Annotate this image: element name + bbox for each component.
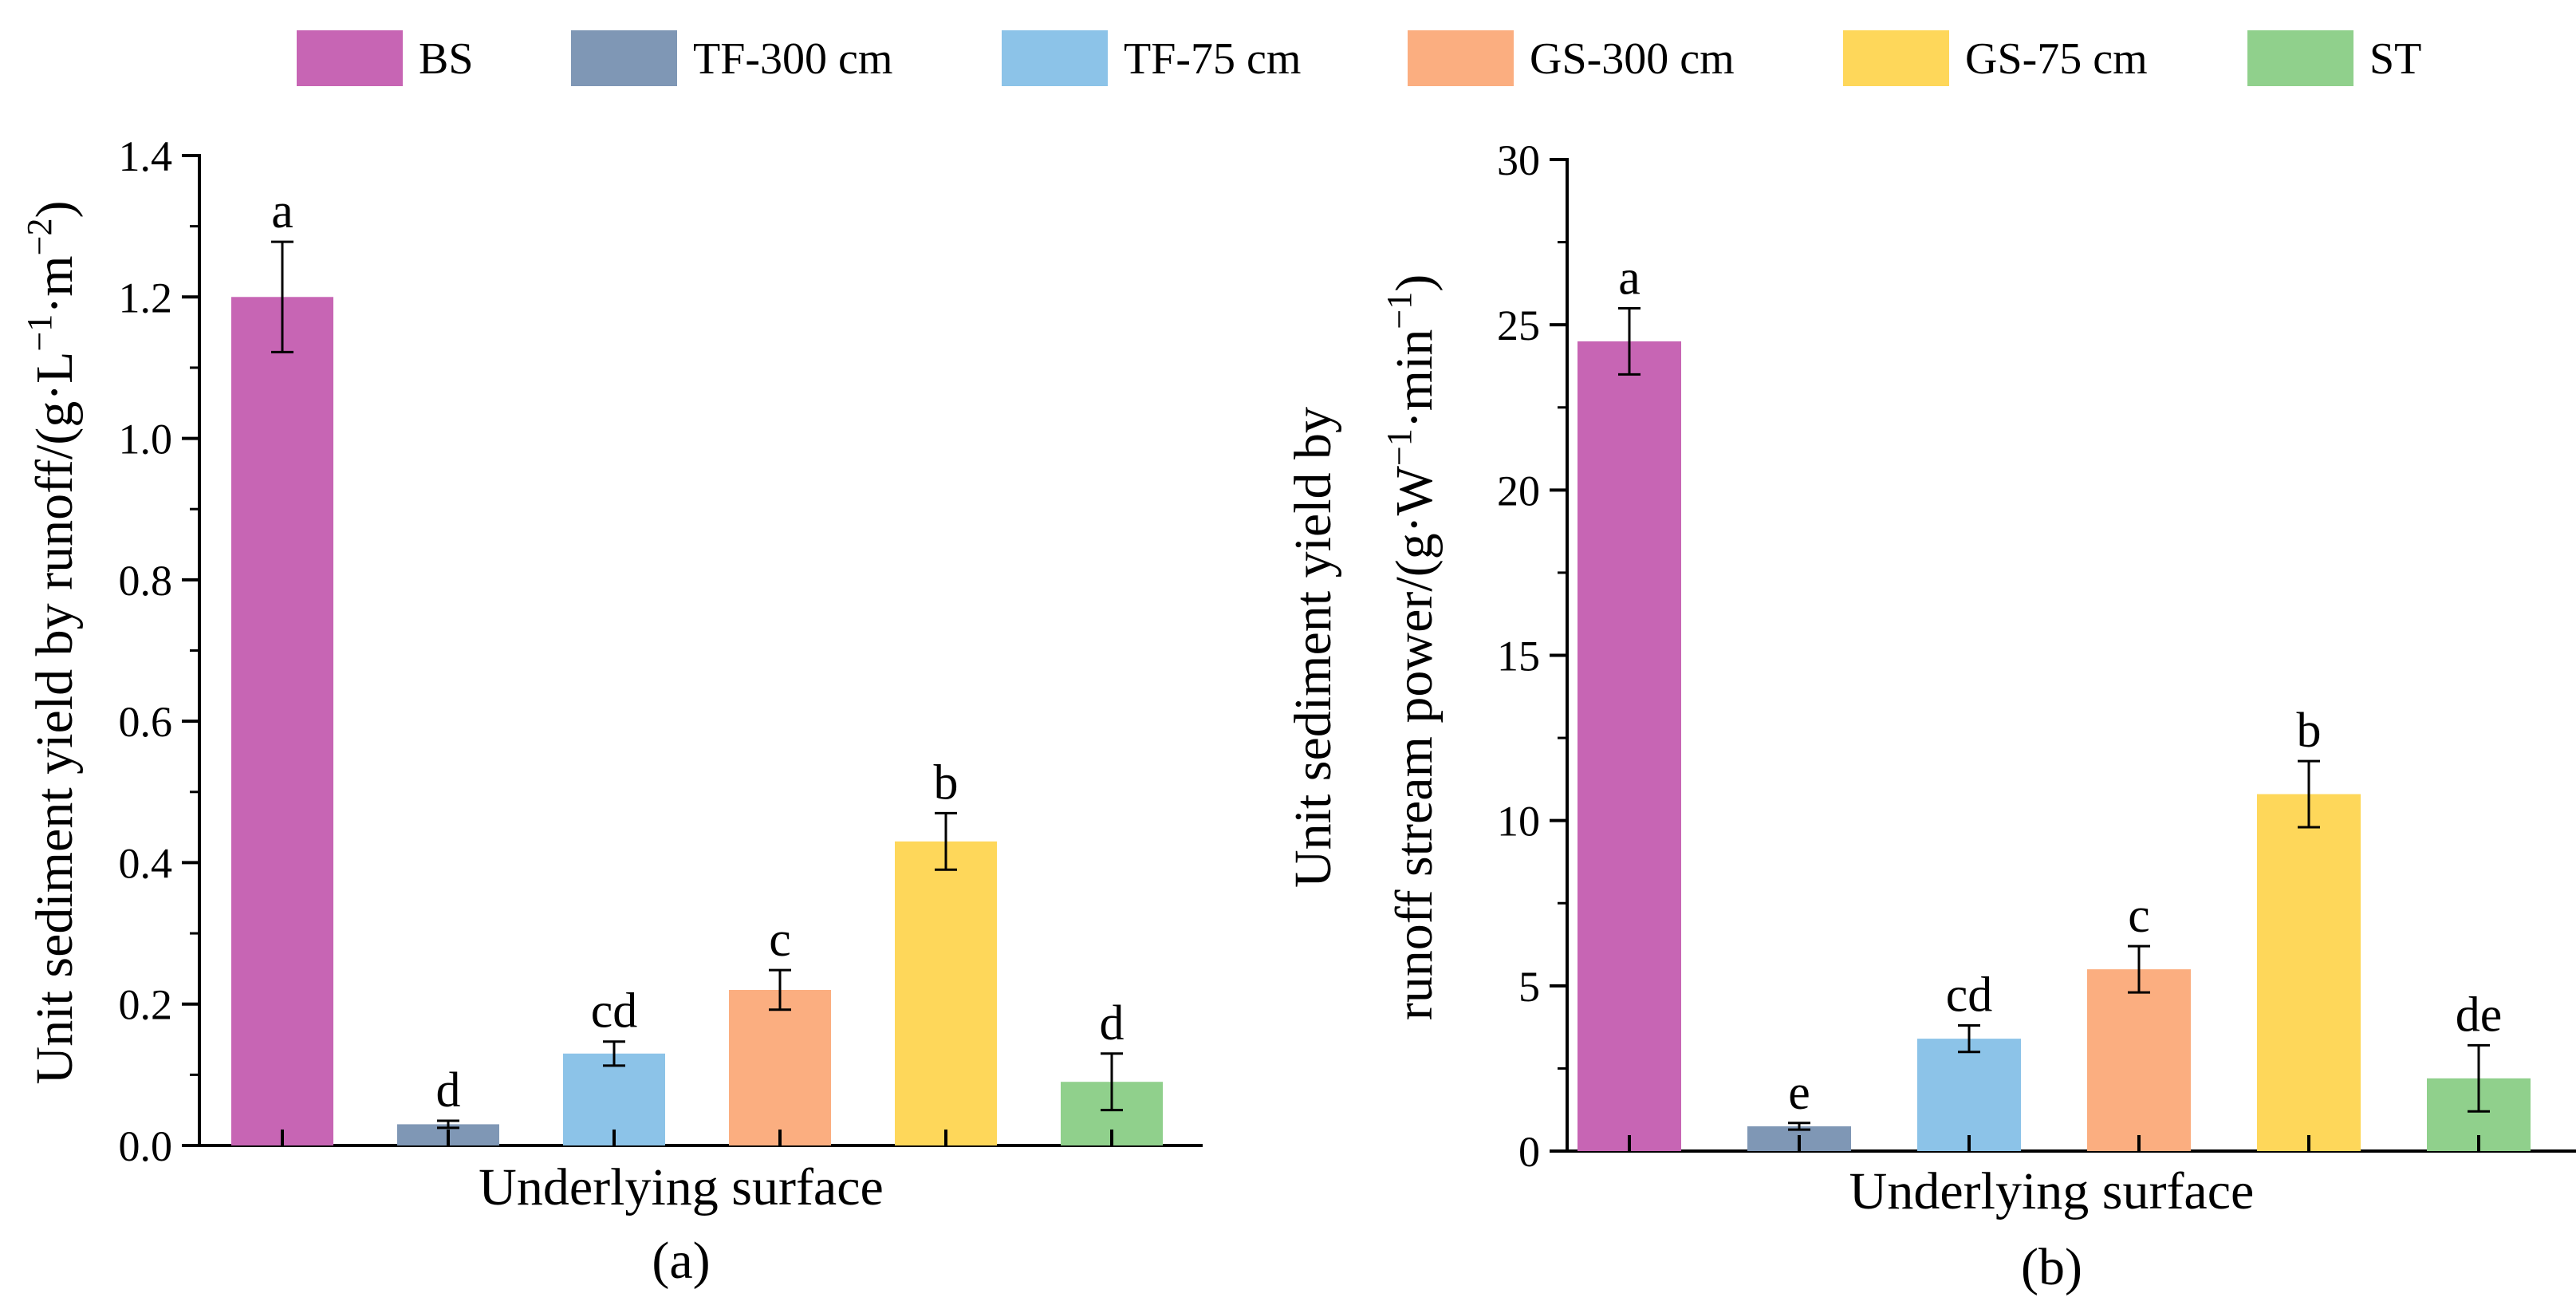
legend: BS TF-300 cm TF-75 cm GS-300 cm GS-75 cm ST bbox=[297, 30, 2421, 86]
x-axis-label: Underlying surface bbox=[479, 1158, 884, 1216]
legend-swatch-gs-300-cm bbox=[1408, 30, 1514, 86]
y-tick-label: 30 bbox=[1497, 136, 1540, 184]
legend-label-tf-75-cm: TF-75 cm bbox=[1124, 34, 1301, 84]
bar-gs-75-cm bbox=[895, 841, 997, 1145]
legend-label-bs: BS bbox=[419, 34, 474, 84]
y-tick-label: 1.4 bbox=[119, 132, 173, 180]
y-axis-label-text: ·m bbox=[26, 255, 84, 313]
y-axis-label-text: Unit sediment yield by runoff/(g·L bbox=[26, 352, 84, 1085]
significance-letter: e bbox=[1788, 1066, 1810, 1120]
legend-swatch-tf-75-cm bbox=[1002, 30, 1108, 86]
y-tick-label: 0.0 bbox=[119, 1122, 173, 1170]
y-axis-label-text: ) bbox=[26, 201, 84, 219]
y-tick-label: 0.8 bbox=[119, 557, 173, 605]
significance-letter: cd bbox=[591, 984, 638, 1039]
significance-letter: a bbox=[271, 184, 293, 239]
y-tick-label: 15 bbox=[1497, 633, 1540, 680]
significance-letter: d bbox=[1100, 996, 1125, 1051]
chart-panel-a: 0.0 0.2 0.4 0.6 0.8 1.0 1.2 1.4 a d cd c b d Underlyin… bbox=[20, 132, 1203, 1290]
legend-swatch-tf-300-cm bbox=[571, 30, 677, 86]
y-tick-label: 0.6 bbox=[119, 698, 173, 746]
legend-swatch-st bbox=[2247, 30, 2353, 86]
bar-tf-75-cm bbox=[1917, 1039, 2021, 1151]
significance-letter: a bbox=[1618, 250, 1641, 305]
y-axis-label-text: Unit sediment yield by bbox=[1284, 407, 1342, 888]
bar-bs bbox=[231, 297, 333, 1146]
bar-gs-300-cm bbox=[729, 989, 831, 1145]
significance-letter: cd bbox=[1946, 968, 1993, 1023]
significance-letter: c bbox=[769, 913, 791, 967]
significance-letter: d bbox=[436, 1063, 461, 1118]
panel-label: (b) bbox=[2021, 1238, 2082, 1296]
y-axis-label: Unit sediment yield by runoff/(g·L−1·m−2… bbox=[20, 201, 84, 1085]
bar-gs-75-cm bbox=[2257, 794, 2361, 1151]
x-axis-label: Underlying surface bbox=[1849, 1162, 2255, 1220]
panel-label: (a) bbox=[652, 1232, 710, 1290]
y-axis-label-text: runoff stream power/(g·W bbox=[1385, 465, 1444, 1020]
y-axis-label-sup: −2 bbox=[20, 219, 59, 256]
y-axis-label-line-2: runoff stream power/(g·W−1·min−1) bbox=[1380, 274, 1444, 1021]
y-axis-label-sup: −1 bbox=[20, 314, 59, 352]
bar-bs bbox=[1578, 341, 1681, 1152]
significance-letter: b bbox=[2297, 704, 2322, 758]
y-axis-label-sup: −1 bbox=[1380, 292, 1419, 329]
bar-gs-300-cm bbox=[2087, 969, 2191, 1151]
y-axis-label-text: ) bbox=[1385, 274, 1444, 292]
significance-letter: b bbox=[934, 755, 959, 810]
y-tick-label: 25 bbox=[1497, 302, 1540, 349]
y-tick-label: 0.2 bbox=[119, 981, 173, 1029]
y-tick-label: 5 bbox=[1518, 963, 1540, 1011]
significance-letter: c bbox=[2128, 889, 2150, 943]
y-axis-label-line-1: Unit sediment yield by bbox=[1284, 407, 1342, 888]
legend-label-st: ST bbox=[2369, 34, 2421, 84]
y-tick-label: 1.2 bbox=[119, 274, 173, 321]
legend-label-tf-300-cm: TF-300 cm bbox=[693, 34, 892, 84]
y-axis-label-sup: −1 bbox=[1380, 428, 1419, 466]
y-tick-label: 10 bbox=[1497, 798, 1540, 846]
legend-label-gs-75-cm: GS-75 cm bbox=[1965, 34, 2148, 84]
y-tick-label: 0.4 bbox=[119, 839, 173, 887]
y-tick-label: 20 bbox=[1497, 467, 1540, 515]
y-axis-label-text: ·min bbox=[1385, 329, 1444, 429]
legend-swatch-bs bbox=[297, 30, 403, 86]
y-tick-label: 1.0 bbox=[119, 416, 173, 463]
chart-panel-b: 0 5 10 15 20 25 30 a e cd c b de Underlying surface (b… bbox=[1284, 136, 2576, 1296]
y-tick-label: 0 bbox=[1518, 1128, 1540, 1176]
significance-letter: de bbox=[2456, 988, 2503, 1042]
legend-label-gs-300-cm: GS-300 cm bbox=[1530, 34, 1735, 84]
legend-swatch-gs-75-cm bbox=[1843, 30, 1949, 86]
